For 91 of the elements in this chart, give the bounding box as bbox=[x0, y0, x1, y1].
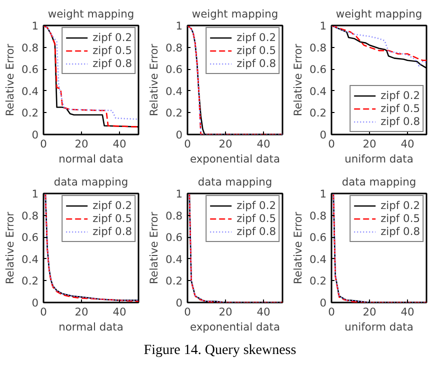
legend-label: zipf 0.2 bbox=[92, 31, 132, 44]
y-tick-label: 1 bbox=[32, 20, 38, 32]
x-tick-label: 40 bbox=[256, 306, 270, 318]
chart-title: data mapping bbox=[198, 176, 272, 188]
legend-label: zipf 0.8 bbox=[236, 57, 276, 70]
y-tick-label: 0.8 bbox=[310, 41, 327, 54]
legend-label: zipf 0.2 bbox=[380, 89, 420, 102]
x-tick-label: 40 bbox=[256, 138, 270, 150]
legend-label: zipf 0.5 bbox=[92, 212, 132, 225]
y-axis-title: Relative Error bbox=[148, 211, 161, 284]
legend-label: zipf 0.8 bbox=[92, 57, 132, 70]
x-axis-title: uniform data bbox=[344, 152, 414, 166]
legend-label: zipf 0.5 bbox=[380, 102, 420, 115]
y-tick-label: 0.2 bbox=[166, 106, 183, 120]
y-tick-label: 0 bbox=[320, 128, 327, 142]
y-tick-label: 0.6 bbox=[22, 63, 39, 76]
legend-label: zipf 0.2 bbox=[236, 31, 276, 44]
y-tick-label: 0.8 bbox=[310, 209, 327, 222]
x-tick-label: 20 bbox=[362, 138, 376, 150]
x-tick-label: 20 bbox=[218, 306, 232, 318]
x-tick-label: 40 bbox=[112, 306, 126, 318]
y-tick-label: 0.4 bbox=[310, 84, 327, 98]
x-tick-label: 20 bbox=[74, 306, 88, 318]
x-axis-title: exponential data bbox=[190, 152, 280, 166]
y-tick-label: 0.2 bbox=[22, 106, 39, 120]
y-tick-label: 0.8 bbox=[22, 41, 39, 54]
y-axis-title: Relative Error bbox=[148, 43, 161, 116]
legend-label: zipf 0.2 bbox=[380, 199, 420, 212]
y-tick-label: 0.4 bbox=[22, 252, 39, 266]
y-tick-label: 0.8 bbox=[166, 41, 183, 54]
x-axis-title: uniform data bbox=[344, 320, 414, 334]
y-tick-label: 0.8 bbox=[22, 209, 39, 222]
legend-label: zipf 0.5 bbox=[236, 212, 276, 225]
x-axis-title: normal data bbox=[58, 152, 124, 166]
x-tick-label: 0 bbox=[184, 306, 192, 318]
caption: Figure 14. Query skewness bbox=[144, 342, 296, 360]
legend-label: zipf 0.5 bbox=[236, 44, 276, 57]
chart-title: weight mapping bbox=[192, 8, 278, 20]
y-axis-title: Relative Error bbox=[292, 211, 305, 284]
x-tick-label: 40 bbox=[112, 138, 126, 150]
x-tick-label: 0 bbox=[40, 138, 48, 150]
y-tick-label: 1 bbox=[32, 188, 38, 200]
y-tick-label: 0.4 bbox=[166, 252, 183, 266]
y-tick-label: 0.8 bbox=[166, 209, 183, 222]
y-tick-label: 0.4 bbox=[22, 84, 39, 98]
legend-label: zipf 0.8 bbox=[380, 115, 420, 128]
chart-title: weight mapping bbox=[48, 8, 134, 20]
y-tick-label: 0.2 bbox=[310, 106, 327, 120]
y-tick-label: 1 bbox=[320, 20, 326, 32]
y-tick-label: 0.2 bbox=[310, 274, 327, 288]
x-tick-label: 0 bbox=[328, 306, 336, 318]
y-tick-label: 0.6 bbox=[166, 63, 183, 76]
chart-title: data mapping bbox=[342, 176, 416, 188]
y-tick-label: 0.4 bbox=[310, 252, 327, 266]
x-tick-label: 20 bbox=[218, 138, 232, 150]
y-tick-label: 0.6 bbox=[310, 63, 327, 76]
y-tick-label: 1 bbox=[176, 188, 182, 200]
y-axis-title: Relative Error bbox=[4, 211, 17, 284]
y-tick-label: 0 bbox=[176, 128, 183, 142]
x-tick-label: 20 bbox=[362, 306, 376, 318]
legend-label: zipf 0.8 bbox=[92, 225, 132, 238]
legend-label: zipf 0.2 bbox=[92, 199, 132, 212]
legend-label: zipf 0.2 bbox=[236, 199, 276, 212]
x-axis-title: exponential data bbox=[190, 320, 280, 334]
y-tick-label: 0 bbox=[32, 296, 39, 310]
x-tick-label: 20 bbox=[74, 138, 88, 150]
x-tick-label: 0 bbox=[328, 138, 336, 150]
x-tick-label: 40 bbox=[400, 306, 414, 318]
y-tick-label: 1 bbox=[176, 20, 182, 32]
y-tick-label: 0.6 bbox=[166, 231, 183, 244]
y-tick-label: 1 bbox=[320, 188, 326, 200]
y-tick-label: 0 bbox=[320, 296, 327, 310]
chart-title: data mapping bbox=[54, 176, 128, 188]
y-axis-title: Relative Error bbox=[4, 43, 17, 116]
legend-label: zipf 0.8 bbox=[236, 225, 276, 238]
y-tick-label: 0 bbox=[32, 128, 39, 142]
x-tick-label: 0 bbox=[40, 306, 48, 318]
y-tick-label: 0.4 bbox=[166, 84, 183, 98]
y-tick-label: 0.2 bbox=[166, 274, 183, 288]
legend-label: zipf 0.8 bbox=[380, 225, 420, 238]
legend-label: zipf 0.5 bbox=[92, 44, 132, 57]
y-tick-label: 0 bbox=[176, 296, 183, 310]
legend-label: zipf 0.5 bbox=[380, 212, 420, 225]
x-tick-label: 40 bbox=[400, 138, 414, 150]
chart-title: weight mapping bbox=[336, 8, 422, 20]
x-tick-label: 0 bbox=[184, 138, 192, 150]
y-tick-label: 0.2 bbox=[22, 274, 39, 288]
y-tick-label: 0.6 bbox=[22, 231, 39, 244]
x-axis-title: normal data bbox=[58, 320, 124, 334]
y-tick-label: 0.6 bbox=[310, 231, 327, 244]
y-axis-title: Relative Error bbox=[292, 43, 305, 116]
